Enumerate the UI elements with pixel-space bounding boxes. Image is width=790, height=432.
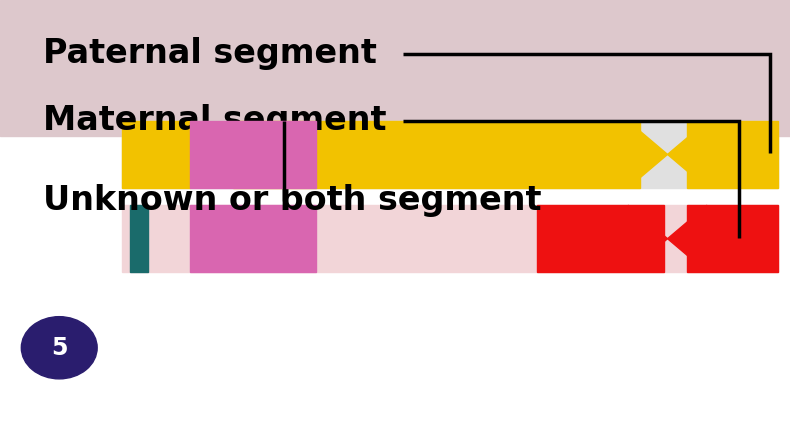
- Polygon shape: [668, 121, 707, 188]
- Text: Unknown or both segment: Unknown or both segment: [43, 184, 542, 217]
- Bar: [687, 205, 778, 272]
- Bar: [130, 205, 148, 272]
- Text: Maternal segment: Maternal segment: [43, 105, 387, 137]
- Bar: [122, 121, 190, 188]
- Bar: [122, 205, 778, 272]
- Bar: [537, 205, 664, 272]
- Text: Paternal segment: Paternal segment: [43, 38, 378, 70]
- Bar: [190, 121, 316, 188]
- Bar: [233, 121, 640, 188]
- Polygon shape: [628, 205, 668, 272]
- Ellipse shape: [21, 317, 97, 379]
- Polygon shape: [668, 205, 707, 272]
- Bar: [0, 0, 790, 136]
- Bar: [190, 205, 316, 272]
- Polygon shape: [628, 121, 668, 188]
- Bar: [122, 121, 778, 188]
- Bar: [687, 121, 778, 188]
- Text: 5: 5: [51, 336, 67, 360]
